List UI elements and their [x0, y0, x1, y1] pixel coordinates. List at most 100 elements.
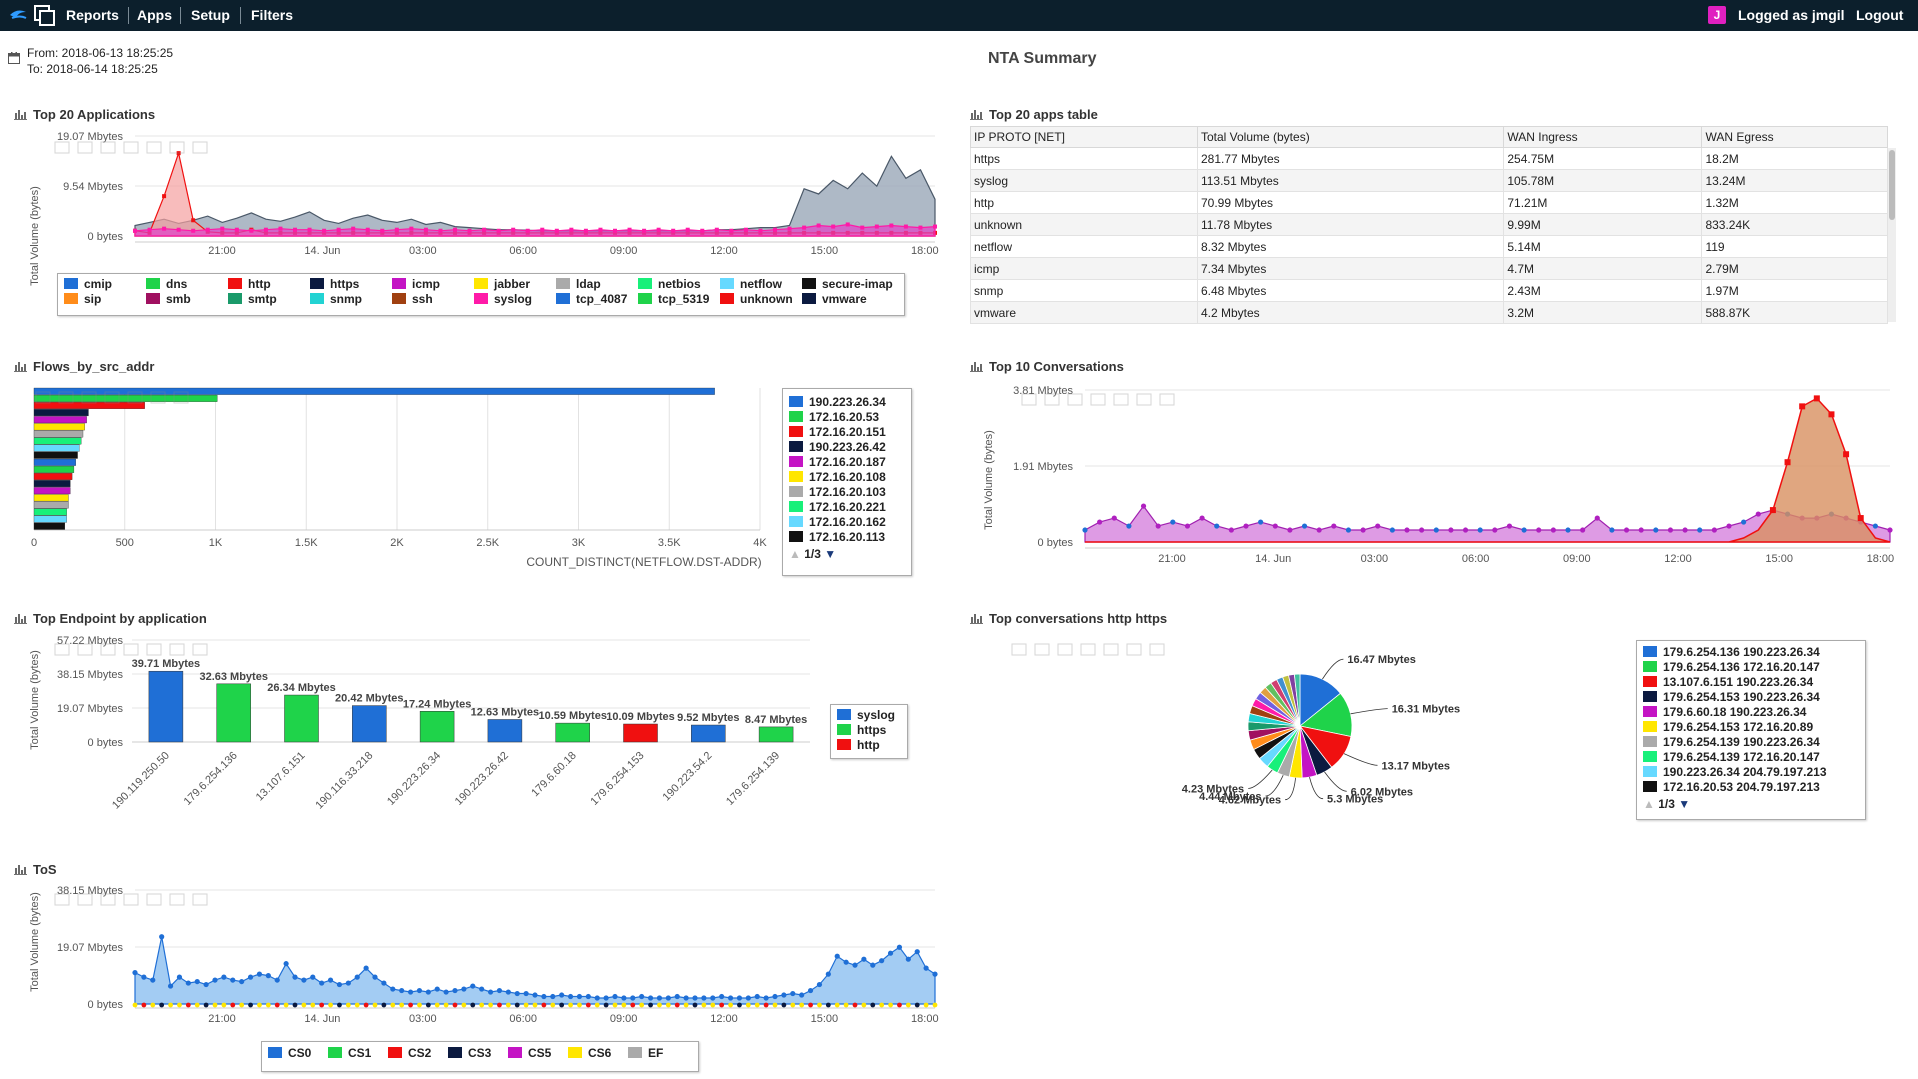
legend-item[interactable]: 179.6.60.18 190.223.26.34: [1643, 705, 1865, 720]
legend-item[interactable]: 179.6.254.136 172.16.20.147: [1643, 660, 1865, 675]
bar[interactable]: [33, 409, 89, 417]
pager-down-icon[interactable]: ▼: [820, 547, 837, 561]
wrench-icon[interactable]: [169, 141, 185, 154]
legend-item[interactable]: smb: [146, 292, 228, 307]
table-row[interactable]: icmp 7.34 Mbytes 4.7M 2.79M: [970, 257, 1888, 280]
legend-item[interactable]: CS0: [268, 1046, 328, 1061]
bar[interactable]: [419, 711, 455, 743]
bar[interactable]: [33, 501, 69, 509]
more-icon[interactable]: [192, 643, 208, 656]
legend-item[interactable]: 172.16.20.53 204.79.197.213: [1643, 780, 1865, 795]
legend-item[interactable]: 190.223.26.42: [789, 440, 911, 455]
nav-reports[interactable]: Reports: [66, 7, 119, 23]
bar[interactable]: [33, 487, 71, 495]
bar-icon[interactable]: [123, 141, 139, 154]
logout-link[interactable]: Logout: [1856, 7, 1904, 23]
table-row[interactable]: snmp 6.48 Mbytes 2.43M 1.97M: [970, 279, 1888, 302]
table-scrollbar-thumb[interactable]: [1889, 150, 1895, 220]
chart-toolbar[interactable]: [54, 643, 208, 656]
bar[interactable]: [33, 387, 715, 395]
legend-item[interactable]: 172.16.20.113: [789, 530, 911, 545]
legend-item[interactable]: tcp_5319: [638, 292, 720, 307]
legend-item[interactable]: 179.6.254.153 172.16.20.89: [1643, 720, 1865, 735]
nav-filters[interactable]: Filters: [251, 7, 294, 23]
legend-item[interactable]: CS2: [388, 1046, 448, 1061]
bar-icon[interactable]: [1090, 393, 1106, 406]
more-icon[interactable]: [1149, 643, 1165, 656]
endpoint-legend[interactable]: syslog https http: [830, 704, 908, 759]
legend-item[interactable]: dns: [146, 277, 228, 292]
bar[interactable]: [33, 480, 71, 488]
legend-item[interactable]: 190.223.26.34 204.79.197.213: [1643, 765, 1865, 780]
legend-item[interactable]: sip: [64, 292, 146, 307]
wrench-icon[interactable]: [169, 643, 185, 656]
legend-item[interactable]: snmp: [310, 292, 392, 307]
conv-http-pie-chart[interactable]: 16.47 Mbytes 16.31 Mbytes 13.17 Mbytes 6.02…: [970, 630, 1610, 830]
table-icon[interactable]: [1034, 643, 1050, 656]
bar[interactable]: [33, 465, 75, 473]
legend-item[interactable]: 190.223.26.34: [789, 395, 911, 410]
legend-item[interactable]: 172.16.20.53: [789, 410, 911, 425]
apps-table-wrapper[interactable]: IP PROTO [NET] Total Volume (bytes) WAN In…: [968, 124, 1896, 324]
legend-item[interactable]: icmp: [392, 277, 474, 292]
pager-down-icon[interactable]: ▼: [1674, 797, 1691, 811]
bar[interactable]: [33, 522, 66, 530]
filter-icon[interactable]: [35, 391, 51, 404]
chart-toolbar[interactable]: [1021, 393, 1175, 406]
legend-item[interactable]: cmip: [64, 277, 146, 292]
table-column-header[interactable]: Total Volume (bytes): [1196, 126, 1505, 148]
table-row[interactable]: netflow 8.32 Mbytes 5.14M 119: [970, 235, 1888, 258]
legend-item[interactable]: 179.6.254.136 190.223.26.34: [1643, 645, 1865, 660]
tos-chart[interactable]: Total Volume (bytes) 38.15 Mbytes 19.07 Mb…: [0, 882, 960, 1032]
legend-item[interactable]: http: [837, 738, 907, 753]
monitor-icon[interactable]: [100, 893, 116, 906]
legend-item[interactable]: ldap: [556, 277, 638, 292]
bar-icon[interactable]: [104, 391, 120, 404]
user-avatar[interactable]: J: [1708, 6, 1726, 24]
bar[interactable]: [691, 724, 726, 743]
top-apps-chart[interactable]: Total Volume (bytes) 19.07 Mbytes 9.54 Mby…: [0, 126, 960, 316]
menu-icon[interactable]: [127, 391, 143, 404]
monitor-icon[interactable]: [100, 141, 116, 154]
bar[interactable]: [555, 722, 590, 743]
legend-pager[interactable]: ▲ 1/3 ▼: [789, 547, 911, 561]
conversations-chart[interactable]: Total Volume (bytes) 3.81 Mbytes 1.91 Mbyt…: [960, 380, 1900, 580]
calendar-icon[interactable]: [8, 52, 20, 64]
legend-item[interactable]: 179.6.254.153 190.223.26.34: [1643, 690, 1865, 705]
bar[interactable]: [148, 670, 184, 743]
endpoint-chart[interactable]: Total Volume (bytes) 57.22 Mbytes 38.15 Mb…: [0, 630, 820, 830]
legend-pager[interactable]: ▲ 1/3 ▼: [1643, 797, 1865, 811]
filter-icon[interactable]: [54, 893, 70, 906]
legend-item[interactable]: 172.16.20.162: [789, 515, 911, 530]
bar[interactable]: [487, 719, 523, 743]
legend-item[interactable]: jabber: [474, 277, 556, 292]
bar[interactable]: [33, 451, 78, 459]
pager-up-icon[interactable]: ▲: [1643, 797, 1659, 811]
pager-up-icon[interactable]: ▲: [789, 547, 805, 561]
more-icon[interactable]: [192, 141, 208, 154]
table-scrollbar[interactable]: [1888, 148, 1896, 322]
legend-item[interactable]: 172.16.20.187: [789, 455, 911, 470]
table-icon[interactable]: [58, 391, 74, 404]
wrench-icon[interactable]: [169, 893, 185, 906]
bar[interactable]: [33, 508, 67, 516]
bar[interactable]: [216, 683, 251, 743]
pie-slice[interactable]: [1293, 673, 1301, 727]
menu-icon[interactable]: [146, 893, 162, 906]
legend-item[interactable]: https: [837, 723, 907, 738]
legend-item[interactable]: 179.6.254.139 172.16.20.147: [1643, 750, 1865, 765]
wrench-icon[interactable]: [150, 391, 166, 404]
table-row[interactable]: http 70.99 Mbytes 71.21M 1.32M: [970, 191, 1888, 214]
bar[interactable]: [33, 430, 84, 438]
chart-toolbar[interactable]: [35, 391, 189, 404]
bar[interactable]: [758, 726, 794, 743]
legend-item[interactable]: 172.16.20.151: [789, 425, 911, 440]
bar-icon[interactable]: [123, 893, 139, 906]
menu-icon[interactable]: [146, 141, 162, 154]
legend-item[interactable]: 179.6.254.139 190.223.26.34: [1643, 735, 1865, 750]
bar[interactable]: [33, 473, 73, 480]
legend-item[interactable]: smtp: [228, 292, 310, 307]
filter-icon[interactable]: [54, 643, 70, 656]
bar[interactable]: [33, 416, 87, 424]
legend-item[interactable]: netbios: [638, 277, 720, 292]
